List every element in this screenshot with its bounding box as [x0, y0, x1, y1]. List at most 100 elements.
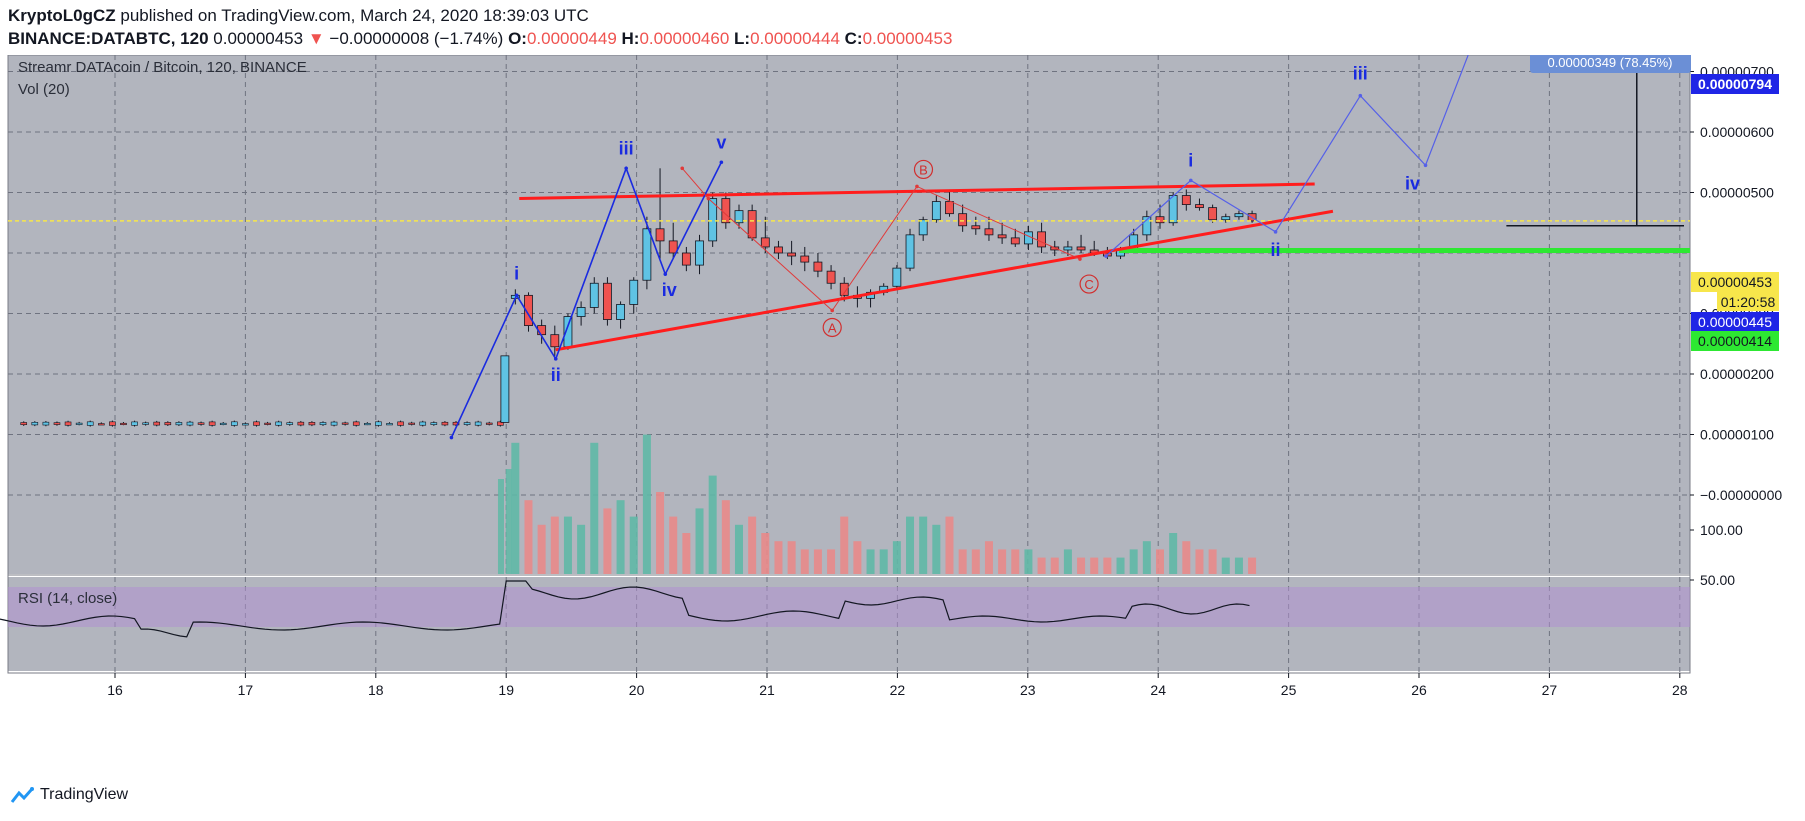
flat-candle-body	[375, 421, 382, 426]
abc-path-point	[915, 184, 919, 189]
candle-body	[800, 255, 810, 263]
wave-label-b-circle	[913, 159, 934, 180]
candle-body	[813, 261, 823, 272]
flat-candle-body	[497, 421, 504, 426]
wave-label-i: i	[514, 263, 519, 283]
flat-candle-body	[175, 422, 183, 426]
volume-bar	[721, 500, 730, 574]
flat-candle-body	[286, 422, 294, 425]
high-label: H:	[621, 29, 640, 48]
x-tick-label: 21	[759, 682, 775, 698]
flat-candle-body	[142, 422, 149, 425]
volume-bar	[577, 524, 586, 574]
wave-path-1-point	[663, 272, 668, 276]
candle-body	[576, 307, 586, 317]
wave-label-a: A	[828, 320, 837, 335]
last-price: 0.00000453	[213, 29, 304, 48]
volume-bar	[1063, 549, 1072, 574]
volume-bar	[708, 475, 717, 574]
candle-body	[1142, 216, 1152, 236]
flat-candle-body	[197, 422, 205, 425]
flat-candle-body	[364, 423, 371, 426]
candle-body	[589, 282, 599, 308]
flat-candle-body	[352, 421, 360, 426]
volume-bar	[505, 469, 512, 574]
wave-label-iii: iii	[619, 138, 634, 158]
volume-bar	[853, 541, 862, 574]
blue-level-badge-text: 0.00000445	[1698, 314, 1772, 330]
symbol-name: BINANCE:DATABTC, 120	[8, 29, 209, 48]
flat-candle-body	[242, 423, 249, 426]
candle-body	[642, 228, 652, 281]
volume-bar	[1142, 541, 1151, 574]
high-value: 0.00000460	[639, 29, 730, 48]
flat-candle-body	[386, 423, 393, 426]
low-label: L:	[734, 29, 751, 48]
volume-bar	[866, 549, 875, 574]
x-tick-label: 20	[629, 682, 645, 698]
wave-path-2-point	[1423, 163, 1428, 168]
volume-bar	[945, 516, 954, 574]
candle-body	[1234, 213, 1244, 218]
wave-path-1-point	[553, 357, 558, 361]
price-change: −0.00000008 (−1.74%)	[329, 29, 504, 48]
wave-path-2	[1105, 55, 1469, 257]
candle-body	[747, 210, 757, 239]
candle-body	[787, 252, 797, 257]
wave-label-ii-2: ii	[1271, 240, 1281, 260]
candle-body	[1181, 195, 1191, 205]
flat-candle-body	[463, 422, 471, 425]
volume-bar	[787, 541, 796, 574]
current-badge-text: 0.00000453	[1698, 274, 1772, 290]
volume-bar	[800, 549, 809, 574]
volume-bar	[550, 516, 559, 574]
candle-body	[708, 198, 718, 242]
flat-candle-body	[153, 421, 161, 426]
volume-bar	[1195, 549, 1204, 574]
target-badge-text: 0.00000794	[1698, 76, 1772, 92]
volume-bar	[669, 516, 678, 574]
flat-candle-body	[86, 421, 94, 426]
support-badge	[1691, 331, 1779, 351]
price-chart[interactable]: iiiiiiivvABCiiiiiiivv 100.0050.00 0.0000…	[0, 55, 1805, 775]
wave-label-c: C	[1084, 277, 1093, 292]
volume-bar	[642, 434, 651, 574]
volume-bar	[1155, 549, 1164, 574]
candle-body	[721, 198, 731, 224]
flat-candle-body	[485, 422, 493, 425]
flat-candle-body	[275, 421, 282, 426]
wave-label-ii: ii	[551, 365, 561, 385]
candle-body	[550, 334, 560, 348]
candle-body	[945, 201, 954, 215]
countdown-badge	[1717, 292, 1779, 311]
candle-body	[892, 267, 902, 287]
volume-bar	[682, 533, 691, 574]
current-badge	[1691, 272, 1779, 292]
volume-bar	[919, 516, 928, 574]
candle-body	[655, 228, 665, 242]
volume-bar	[590, 442, 599, 574]
support-badge-text: 0.00000414	[1698, 333, 1772, 349]
wave-path-2-point	[1104, 254, 1108, 258]
abc-path-point	[830, 308, 834, 313]
target-badge	[1691, 74, 1779, 94]
volume-bar	[840, 516, 849, 574]
wave-label-a-circle	[822, 317, 842, 338]
flat-candle-body	[341, 422, 349, 425]
publisher-name[interactable]: KryptoL0gCZ	[8, 6, 116, 25]
x-tick-label: 26	[1411, 682, 1427, 698]
candle-body	[524, 294, 533, 327]
tradingview-logo[interactable]: TradingView	[8, 786, 128, 804]
flat-candle-body	[408, 422, 415, 425]
x-tick-label: 19	[498, 682, 514, 698]
flat-candle-body	[208, 421, 216, 426]
volume-bar	[1221, 557, 1230, 574]
drawings[interactable]: iiiiiiivvABCiiiiiiivv	[8, 55, 1690, 440]
flat-candle-body	[319, 422, 327, 426]
candle-body	[774, 246, 783, 254]
candle-body	[760, 237, 770, 248]
candle-body	[681, 252, 691, 266]
flat-candle-body	[131, 421, 138, 426]
volume-bar	[1248, 557, 1257, 574]
volume-bar	[748, 516, 757, 574]
